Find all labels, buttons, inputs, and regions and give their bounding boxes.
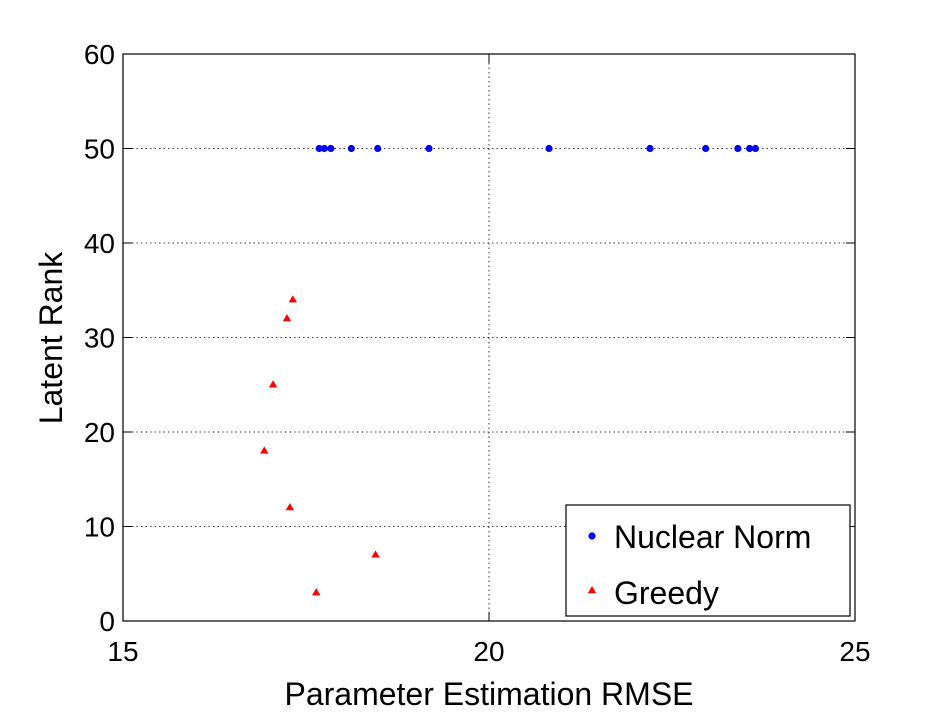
ticks-layer: 0 10 20 30 40 50 60 15 20 25 [84,39,871,667]
x-tick-label: 15 [107,636,138,667]
legend-label-nuclear-norm: Nuclear Norm [614,519,811,555]
y-tick-label: 30 [84,323,115,354]
y-tick-label: 50 [84,134,115,165]
legend: Nuclear Norm Greedy [565,504,851,617]
data-point-greedy [371,550,380,558]
y-tick-label: 20 [84,417,115,448]
y-axis-label: Latent Rank [33,251,69,425]
data-point-greedy [285,503,295,511]
x-tick-label: 25 [839,636,870,667]
y-tick-label: 60 [84,39,115,70]
y-tick-label: 10 [84,512,115,543]
x-tick-label: 20 [473,636,504,667]
data-point-greedy [268,380,278,388]
data-point-nuclear-norm [702,144,710,153]
legend-marker-nuclear-norm [588,532,596,540]
x-axis-label: Parameter Estimation RMSE [284,676,693,712]
data-point-greedy [288,295,298,303]
data-point-greedy [282,314,292,322]
y-tick-label: 0 [99,606,115,637]
points-layer [260,144,760,596]
data-point-greedy [312,588,321,596]
data-point-nuclear-norm [751,144,760,153]
y-tick-label: 40 [84,228,115,259]
data-point-nuclear-norm [315,144,323,153]
data-point-greedy [260,446,269,454]
data-point-nuclear-norm [374,144,382,153]
grid-layer [123,54,855,621]
data-point-nuclear-norm [347,144,355,153]
data-point-nuclear-norm [320,144,328,153]
data-point-nuclear-norm [327,144,335,153]
legend-box [565,504,851,617]
data-point-nuclear-norm [734,144,742,153]
data-point-nuclear-norm [745,144,754,153]
data-point-nuclear-norm [545,144,553,153]
legend-label-greedy: Greedy [614,575,719,611]
data-point-nuclear-norm [646,144,654,153]
data-point-nuclear-norm [425,144,433,153]
legend-marker-greedy [587,586,597,594]
